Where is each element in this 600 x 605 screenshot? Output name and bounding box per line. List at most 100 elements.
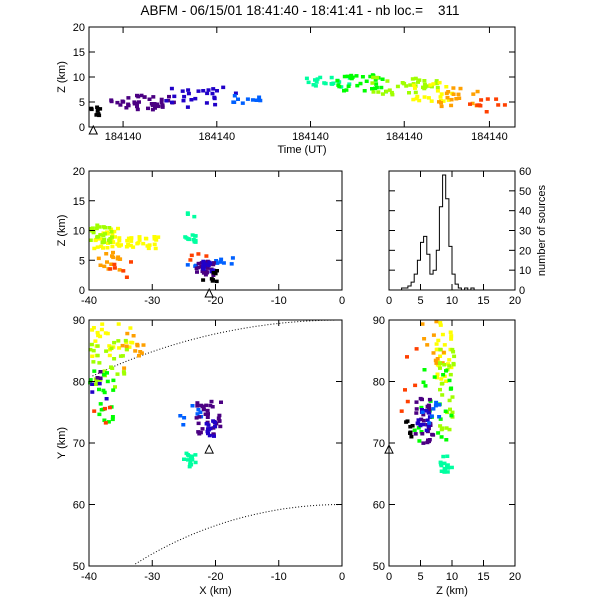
x-tick-label: -30: [144, 295, 160, 307]
data-point: [125, 238, 130, 243]
x-tick-label: -40: [81, 571, 97, 583]
data-point: [159, 100, 164, 105]
data-point: [403, 388, 407, 392]
data-point: [94, 382, 98, 386]
data-point: [413, 86, 417, 90]
data-point: [96, 237, 101, 241]
data-point: [449, 386, 454, 390]
station-marker: [204, 443, 214, 454]
data-point: [99, 244, 104, 249]
data-point: [258, 98, 263, 103]
data-point: [160, 105, 165, 109]
data-point: [211, 268, 216, 272]
data-point: [441, 454, 446, 459]
data-point: [436, 431, 441, 435]
data-point: [205, 408, 210, 413]
data-point: [130, 341, 135, 345]
data-point: [379, 85, 384, 90]
data-point: [407, 91, 411, 95]
data-point: [98, 263, 103, 267]
data-point: [229, 262, 234, 266]
data-point: [111, 255, 116, 260]
data-point: [431, 407, 436, 411]
data-point: [441, 350, 446, 355]
x-tick-label: 20: [509, 295, 521, 307]
data-point: [218, 260, 223, 264]
data-point: [113, 385, 117, 389]
x-tick-label: -40: [81, 295, 97, 307]
data-point: [458, 86, 463, 91]
data-point: [439, 92, 444, 96]
data-point: [405, 419, 410, 423]
data-point: [414, 407, 419, 411]
data-point: [95, 235, 100, 239]
data-point: [444, 379, 449, 383]
data-point: [412, 428, 417, 432]
data-point: [186, 458, 190, 462]
data-point: [438, 321, 443, 325]
data-point: [434, 361, 439, 365]
data-point: [209, 399, 214, 404]
data-point: [125, 331, 130, 336]
x-axis-label: X (km): [199, 585, 231, 597]
data-point: [106, 420, 111, 424]
data-point: [419, 405, 424, 410]
data-point: [400, 81, 405, 85]
data-point: [304, 76, 309, 81]
data-point: [203, 412, 208, 416]
data-point: [416, 426, 421, 430]
data-point: [484, 110, 489, 114]
data-point: [424, 409, 429, 413]
y-tick-label: 15: [73, 47, 85, 59]
data-point: [387, 88, 392, 92]
data-point: [149, 102, 154, 106]
data-point: [196, 252, 201, 256]
data-point: [200, 427, 205, 431]
data-point: [446, 362, 451, 366]
data-point: [360, 75, 365, 79]
data-point: [90, 354, 95, 358]
data-point: [413, 432, 418, 436]
data-point: [129, 239, 134, 243]
data-point: [95, 330, 100, 335]
data-point: [422, 79, 427, 83]
data-point: [207, 260, 212, 265]
data-point: [408, 431, 413, 435]
data-point: [370, 87, 374, 91]
data-point: [236, 97, 240, 101]
data-point: [502, 103, 507, 107]
data-point: [118, 257, 123, 261]
data-point: [221, 85, 226, 90]
data-point: [373, 86, 378, 91]
data-point: [427, 411, 432, 415]
data-point: [470, 101, 475, 106]
data-point: [443, 409, 448, 413]
data-point: [145, 244, 150, 248]
data-point: [215, 261, 220, 265]
data-point: [448, 407, 452, 412]
data-point: [438, 424, 443, 428]
data-point: [193, 96, 198, 101]
data-point: [193, 453, 198, 457]
data-point: [408, 83, 413, 87]
data-point: [450, 347, 455, 352]
data-point: [120, 99, 125, 103]
data-point: [186, 237, 191, 241]
data-point: [447, 398, 452, 403]
data-point: [103, 406, 107, 411]
data-point: [185, 263, 190, 267]
data-point: [368, 74, 373, 79]
data-point: [410, 77, 415, 81]
data-point: [439, 104, 444, 109]
data-point: [421, 412, 426, 417]
data-point: [116, 339, 121, 343]
data-point: [454, 97, 459, 101]
data-point: [111, 388, 116, 392]
height-y-panel: 50 60 70 80 90 0 5 10 15 20 Z (km): [373, 315, 521, 597]
data-point: [422, 337, 427, 341]
data-point: [101, 372, 106, 377]
data-point: [91, 360, 96, 364]
data-point: [201, 89, 206, 93]
data-point: [196, 89, 201, 93]
data-point: [457, 96, 462, 100]
